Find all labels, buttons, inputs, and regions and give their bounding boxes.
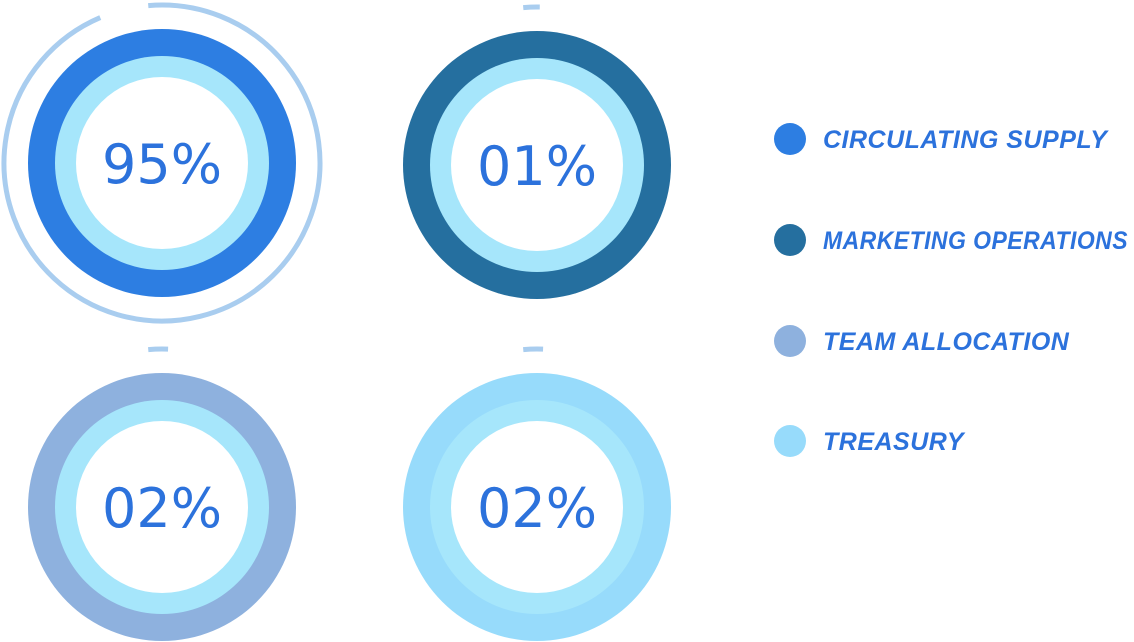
donut-center-treasury: [451, 421, 623, 593]
legend-dot-marketing-operations: [774, 224, 806, 256]
legend-label-team-allocation: TEAM ALLOCATION: [823, 328, 1070, 356]
value-arc-team-allocation: [148, 346, 169, 353]
percent-label-circulating-supply: 95%: [102, 133, 222, 196]
percent-label-team-allocation: 02%: [102, 477, 222, 540]
legend-label-circulating-supply: CIRCULATING SUPPLY: [823, 126, 1109, 154]
legend-dot-team-allocation: [774, 325, 806, 357]
donut-treasury: 02%: [403, 346, 671, 641]
donut-circulating-supply: 95%: [1, 2, 323, 324]
donut-team-allocation: 02%: [28, 346, 296, 641]
donut-center-team-allocation: [76, 421, 248, 593]
legend-dot-treasury: [774, 425, 806, 457]
value-arc-treasury: [523, 346, 544, 353]
legend-item-team-allocation: TEAM ALLOCATION: [774, 325, 1070, 357]
donut-marketing-operations: 01%: [403, 4, 671, 299]
percent-label-treasury: 02%: [477, 477, 597, 540]
donut-center-marketing-operations: [451, 79, 623, 251]
legend-label-treasury: TREASURY: [823, 428, 966, 456]
donut-center-circulating-supply: [76, 77, 248, 249]
value-arc-circulating-supply: [1, 2, 323, 324]
legend-item-marketing-operations: MARKETING OPERATIONS: [774, 224, 1128, 256]
legend-item-circulating-supply: CIRCULATING SUPPLY: [774, 123, 1109, 155]
legend-label-marketing-operations: MARKETING OPERATIONS: [823, 227, 1128, 255]
legend-dot-circulating-supply: [774, 123, 806, 155]
legend-item-treasury: TREASURY: [774, 425, 966, 457]
value-arc-marketing-operations: [523, 4, 540, 11]
percent-label-marketing-operations: 01%: [477, 135, 597, 198]
